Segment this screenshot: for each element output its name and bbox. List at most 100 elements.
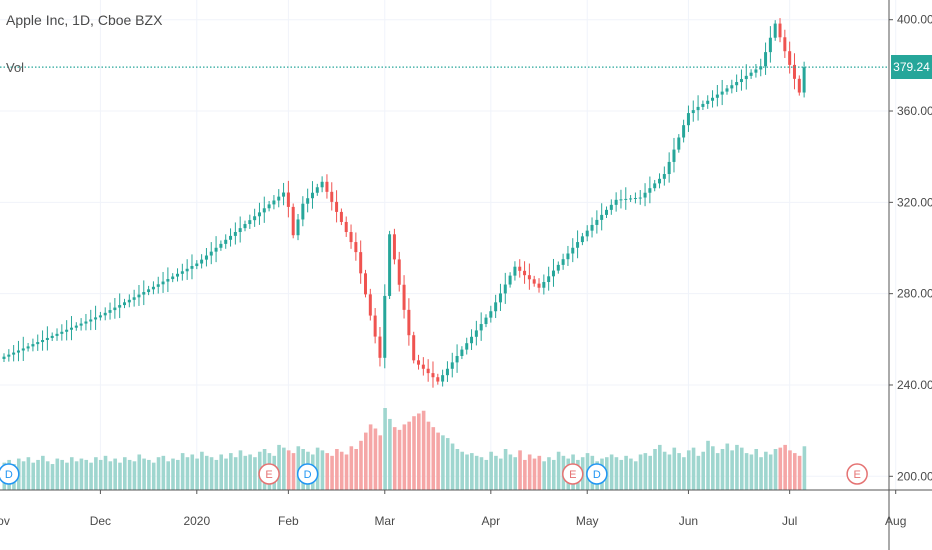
candle-body bbox=[41, 340, 45, 343]
volume-bar bbox=[706, 440, 710, 490]
volume-bar bbox=[648, 455, 652, 490]
volume-bar bbox=[498, 458, 503, 490]
volume-indicator-label[interactable]: Vol bbox=[6, 60, 25, 75]
candle-body bbox=[802, 67, 806, 93]
candle-body bbox=[653, 183, 657, 189]
volume-bar bbox=[41, 455, 45, 490]
volume-bar bbox=[166, 461, 170, 490]
candle-body bbox=[373, 315, 377, 337]
candle-body bbox=[156, 284, 160, 287]
candle-body bbox=[783, 37, 787, 52]
candle-body bbox=[209, 251, 213, 256]
x-tick-label: Feb bbox=[278, 514, 299, 528]
volume-bar bbox=[633, 461, 638, 490]
volume-bar bbox=[286, 450, 291, 490]
volume-bar bbox=[214, 459, 219, 490]
volume-bar bbox=[426, 421, 431, 490]
candle-body bbox=[31, 344, 35, 347]
candle-body bbox=[479, 324, 483, 331]
candle-body bbox=[739, 79, 743, 83]
candle-body bbox=[445, 368, 449, 376]
candle-body bbox=[65, 329, 69, 332]
candle-body bbox=[542, 282, 546, 288]
candle-body bbox=[359, 252, 363, 274]
candle-body bbox=[151, 286, 155, 290]
candle-body bbox=[701, 103, 705, 107]
chart-title: Apple Inc, 1D, Cboe BZX bbox=[6, 12, 163, 28]
dividend-marker bbox=[0, 463, 20, 485]
candle-body bbox=[754, 69, 758, 73]
volume-bar bbox=[619, 459, 624, 490]
candle-body bbox=[185, 268, 189, 272]
volume-bar bbox=[45, 461, 50, 490]
candle-body bbox=[523, 270, 527, 276]
volume-bar bbox=[778, 447, 783, 490]
candle-body bbox=[537, 283, 541, 288]
volume-bar bbox=[195, 458, 199, 490]
candle-body bbox=[421, 364, 425, 369]
candle-body bbox=[147, 289, 151, 293]
earnings-marker bbox=[562, 463, 584, 485]
candle-body bbox=[638, 197, 642, 199]
volume-bar bbox=[84, 459, 89, 490]
volume-bar bbox=[50, 464, 55, 490]
candle-body bbox=[547, 276, 551, 283]
volume-bar bbox=[171, 458, 175, 490]
candle-body bbox=[354, 242, 358, 253]
volume-bar bbox=[609, 454, 614, 490]
candle-body bbox=[662, 174, 666, 179]
candle-body bbox=[455, 355, 459, 363]
candle-body bbox=[768, 37, 772, 53]
volume-bar bbox=[686, 450, 691, 490]
dividend-marker bbox=[586, 463, 608, 485]
volume-bar bbox=[421, 410, 426, 490]
candle-body bbox=[494, 302, 498, 312]
candle-body bbox=[551, 270, 555, 277]
candle-body bbox=[306, 198, 310, 204]
candle-body bbox=[79, 323, 83, 326]
candle-body bbox=[508, 275, 512, 285]
candle-body bbox=[590, 224, 594, 231]
candle-body bbox=[344, 221, 348, 233]
volume-bar bbox=[378, 435, 383, 490]
volume-bar bbox=[132, 461, 137, 490]
event-marker-label: D bbox=[5, 469, 13, 481]
y-tick-label: 240.00 bbox=[897, 378, 932, 392]
volume-bar bbox=[373, 428, 378, 490]
candle-body bbox=[426, 368, 430, 374]
candle-body bbox=[388, 234, 392, 296]
volume-bar bbox=[672, 447, 677, 490]
volume-bar bbox=[614, 457, 619, 490]
candle-body bbox=[364, 273, 367, 295]
candle-body bbox=[7, 354, 11, 357]
volume-bar bbox=[735, 444, 739, 490]
volume-bar bbox=[330, 455, 334, 490]
volume-bar bbox=[455, 449, 460, 490]
volume-bar bbox=[118, 462, 122, 490]
candle-body bbox=[108, 310, 112, 313]
volume-bar bbox=[494, 455, 498, 490]
candle-body bbox=[792, 64, 796, 79]
volume-bar bbox=[662, 451, 667, 490]
volume-bar bbox=[624, 455, 628, 490]
volume-bar bbox=[147, 459, 151, 490]
candle-body bbox=[465, 343, 469, 350]
candle-body bbox=[98, 315, 102, 318]
volume-bar bbox=[739, 447, 744, 490]
candle-body bbox=[595, 219, 599, 225]
candle-body bbox=[74, 325, 78, 328]
candle-body bbox=[412, 335, 416, 361]
candle-body bbox=[556, 264, 560, 271]
candle-body bbox=[12, 352, 16, 355]
volume-bar bbox=[643, 453, 648, 490]
volume-bar bbox=[653, 449, 657, 490]
y-tick-label: 360.00 bbox=[897, 104, 932, 118]
volume-bar bbox=[759, 457, 763, 490]
candle-body bbox=[190, 266, 194, 269]
candle-body bbox=[301, 203, 305, 220]
candle-body bbox=[696, 106, 700, 111]
event-marker-label: E bbox=[265, 469, 272, 481]
volume-bar bbox=[465, 454, 469, 490]
volume-bar bbox=[677, 453, 681, 490]
